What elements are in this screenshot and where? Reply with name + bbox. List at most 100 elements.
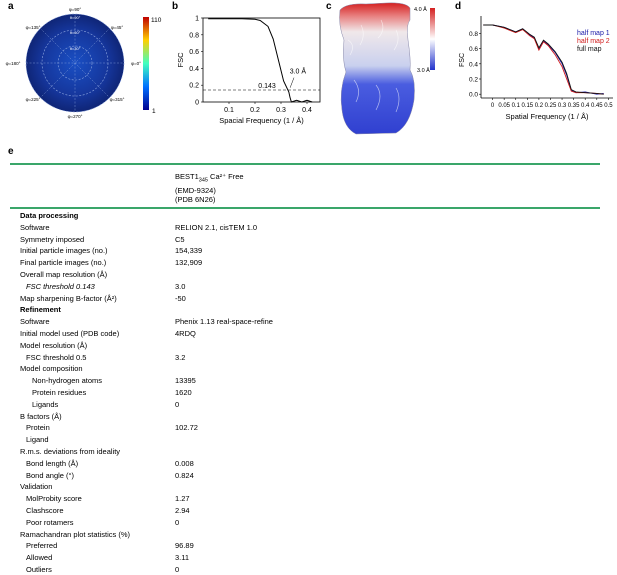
table-row-label: Protein <box>26 423 50 433</box>
scale-max-label: 4.0 Å <box>414 6 427 13</box>
phi-label-180: φ=180° <box>6 61 21 66</box>
table-row-label: Software <box>20 317 50 327</box>
table-row-label: Clashscore <box>26 506 64 515</box>
header-name: BEST1 <box>175 172 199 181</box>
table-row-label: Overall map resolution (Å) <box>20 270 108 279</box>
table-row-label: Initial model used (PDB code) <box>20 329 120 338</box>
y-axis-label: FSC <box>459 53 466 67</box>
table-row-label: Software <box>20 222 50 232</box>
fsc-series-full-map <box>483 24 604 95</box>
table-row-label: Non-hydrogen atoms <box>32 376 103 386</box>
x-tick-label: 0.3 <box>276 107 286 114</box>
table-row-label: Ligands <box>32 399 59 409</box>
legend-full-map: full map <box>577 46 602 53</box>
density-map-body <box>339 2 415 135</box>
y-tick-label: 1 <box>195 16 199 23</box>
table-row-value: 3.2 <box>175 352 186 362</box>
table-row-value: 0 <box>175 399 180 409</box>
y-tick-label: 0 <box>195 100 199 107</box>
resolution-colorbar <box>430 8 435 70</box>
x-tick-label: 0.25 <box>545 103 557 109</box>
x-axis-label: Spatial Frequency (1 / Å) <box>506 112 589 121</box>
scale-min-label: 3.0 Å <box>417 67 430 74</box>
table-row-value: 154,339 <box>175 246 203 256</box>
table-header-rule <box>10 207 600 209</box>
table-row-label: Allowed <box>26 553 53 563</box>
phi-label-45: φ=45° <box>111 25 124 30</box>
header-emd: (EMD-9324) <box>175 185 216 195</box>
resolution-pointer <box>289 77 295 88</box>
table-row-value: -50 <box>175 293 186 303</box>
theta-label-60: θ=60° <box>70 30 81 35</box>
table-row-label: Model composition <box>20 364 83 374</box>
table-row-value: 0 <box>175 517 180 527</box>
angular-distribution-plot: φ=90° φ=45° φ=0° φ=315° φ=270° φ=225° φ=… <box>6 7 162 119</box>
fsc-chart-d: 0.00.20.40.60.80 0.05 0.1 0.15 0.2 0.25 0.3 0.3… <box>459 16 613 121</box>
table-row-label: Map sharpening B-factor (Å²) <box>20 293 117 303</box>
table-row-value: 1.27 <box>175 494 190 504</box>
phi-label-225: φ=225° <box>26 97 41 102</box>
x-tick-label: 0.45 <box>591 103 603 109</box>
panel-letter-a: a <box>8 1 14 12</box>
y-axis-label: FSC <box>176 52 185 68</box>
panel-letter-b: b <box>172 1 179 12</box>
y-tick-label: 0.4 <box>469 61 478 68</box>
y-tick-label: 0.2 <box>189 83 199 90</box>
y-tick-label: 0.6 <box>469 46 478 53</box>
phi-label-270: φ=270° <box>68 114 83 119</box>
table-row-value: 0.008 <box>175 458 194 468</box>
x-tick-label: 0.35 <box>568 103 580 109</box>
y-tick-label: 0.8 <box>189 32 199 39</box>
x-tick-label: 0.3 <box>558 103 567 109</box>
x-axis-label: Spacial Frequency (1 / Å) <box>219 116 304 125</box>
y-tick-label: 0.8 <box>469 31 478 38</box>
colorbar-max-label: 110 <box>151 17 162 24</box>
y-tick-label: 0.4 <box>189 66 199 73</box>
panel-letter-d: d <box>455 1 462 12</box>
table-top-rule <box>10 163 600 165</box>
fsc-series-half-map-2 <box>483 24 604 95</box>
x-tick-label: 0.2 <box>250 107 260 114</box>
table-row-value: 96.89 <box>175 541 194 551</box>
x-tick-label: 0 <box>491 103 495 109</box>
table-row-label: Preferred <box>26 541 58 551</box>
table-column-header: BEST1345 Ca²⁺ Free (EMD-9324) (PDB 6N26) <box>175 172 244 204</box>
table-row-label: Refinement <box>20 305 61 315</box>
y-tick-label: 0.0 <box>469 92 478 99</box>
table-row-value: 4RDQ <box>175 329 196 338</box>
phi-label-315: φ=315° <box>110 97 125 102</box>
table-row-label: MolProbity score <box>26 494 82 504</box>
panel-letter-e: e <box>8 146 14 157</box>
table-row-label: Outliers <box>26 565 52 574</box>
table-row-value: 2.94 <box>175 506 190 515</box>
panel-letter-c: c <box>326 1 332 12</box>
table-row-label: R.m.s. deviations from ideality <box>20 447 121 456</box>
resolution-label: 3.0 Å <box>290 66 307 75</box>
x-tick-label: 0.4 <box>302 107 312 114</box>
table-row-label: Bond length (Å) <box>26 458 79 468</box>
x-tick-label: 0.1 <box>512 103 521 109</box>
angular-colorbar <box>143 17 149 110</box>
table-row-label: Ramachandran plot statistics (%) <box>20 529 131 539</box>
local-resolution-map: 4.0 Å 3.0 Å <box>339 2 435 135</box>
table-row-value: 13395 <box>175 376 196 386</box>
x-tick-label: 0.15 <box>521 103 533 109</box>
table-row-label: Model resolution (Å) <box>20 340 88 350</box>
phi-label-0: φ=0° <box>131 61 141 66</box>
x-tick-label: 0.5 <box>604 103 613 109</box>
fsc-curve <box>208 18 313 103</box>
table-row-label: Symmetry imposed <box>20 234 85 244</box>
table-row-label: Bond angle (°) <box>26 470 75 480</box>
table-row-label: FSC threshold 0.5 <box>26 352 87 362</box>
header-pdb: (PDB 6N26) <box>175 194 216 204</box>
theta-ring-90 <box>25 13 125 113</box>
table-row-value: C5 <box>175 234 185 244</box>
plot-frame <box>202 17 321 103</box>
x-tick-label: 0.1 <box>224 107 234 114</box>
table-row-value: 132,909 <box>175 258 203 268</box>
table-row-value: 102.72 <box>175 423 198 433</box>
table-row-label: Validation <box>20 482 53 492</box>
x-tick-label: 0.05 <box>498 103 510 109</box>
x-tick-label: 0.4 <box>581 103 590 109</box>
y-tick-label: 0.2 <box>469 77 478 84</box>
